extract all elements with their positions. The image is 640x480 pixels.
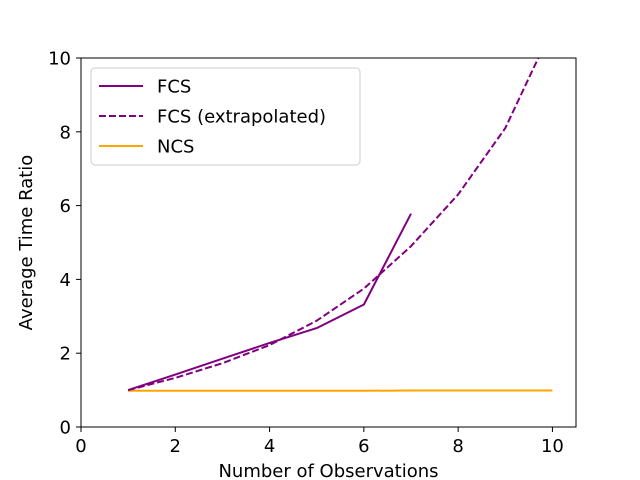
legend-label: NCS [157,137,194,158]
y-tick-label: 0 [60,418,71,439]
plot-lines [127,58,553,392]
y-tick-label: 10 [48,49,71,70]
series-line-fcs [127,213,412,392]
legend-label: FCS [157,77,191,98]
x-tick-label: 6 [358,436,369,457]
x-tick-label: 10 [541,436,564,457]
legend-box [90,67,361,166]
y-axis-ticks: 0 2 4 6 8 10 [48,49,81,439]
y-axis-label: Average Time Ratio [16,155,37,331]
series-line-fcs-extrapolated [127,58,540,392]
y-tick-label: 4 [60,270,71,291]
x-axis-label: Number of Observations [218,461,438,480]
y-tick-label: 2 [60,344,71,365]
y-tick-label: 6 [60,196,71,217]
x-tick-label: 0 [75,436,86,457]
y-tick-label: 8 [60,122,71,143]
plot-frame [80,57,577,428]
legend: FCS FCS (extrapolated) NCS [90,67,361,166]
x-tick-label: 8 [452,436,463,457]
x-tick-label: 2 [170,436,181,457]
x-axis-ticks: 0 2 4 6 8 10 [75,427,564,457]
legend-label: FCS (extrapolated) [157,107,326,128]
x-tick-label: 4 [264,436,275,457]
